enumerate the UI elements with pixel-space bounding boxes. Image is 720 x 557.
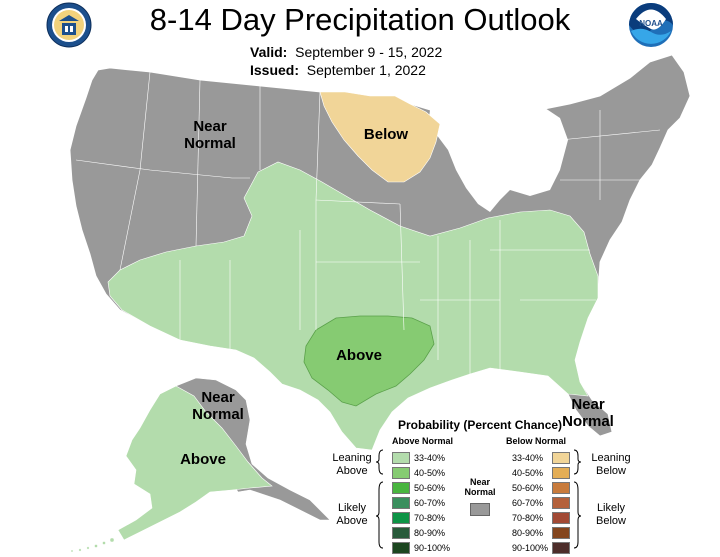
label-near-normal-west: Near Normal [184, 118, 236, 152]
issued-date: Issued: September 1, 2022 [250, 62, 426, 78]
valid-dates: Valid: September 9 - 15, 2022 [250, 44, 442, 60]
noaa-logo-icon: NOAA [629, 3, 673, 47]
valid-label: Valid: [250, 44, 288, 60]
label-near-normal-florida: Near Normal [562, 396, 614, 430]
above-strong-region [303, 315, 435, 407]
page-title: 8-14 Day Precipitation Outlook [149, 2, 571, 37]
label-above-alaska: Above [180, 451, 226, 468]
alaska-near-normal-region [175, 377, 331, 521]
great-lakes-region [428, 92, 568, 212]
issued-value: September 1, 2022 [306, 62, 426, 78]
issued-label: Issued: [250, 62, 300, 78]
label-below: Below [363, 126, 409, 143]
below-region [319, 91, 441, 183]
svg-text:NOAA: NOAA [639, 19, 663, 28]
alaska-above-region [117, 385, 273, 541]
aleutian-islands [70, 537, 115, 553]
state-borders [75, 71, 661, 374]
above-region [107, 161, 599, 451]
label-above-texas: Above [336, 347, 382, 364]
label-near-normal-alaska: Near Normal [192, 389, 244, 423]
doc-seal-icon [46, 2, 92, 48]
valid-value: September 9 - 15, 2022 [295, 44, 443, 60]
